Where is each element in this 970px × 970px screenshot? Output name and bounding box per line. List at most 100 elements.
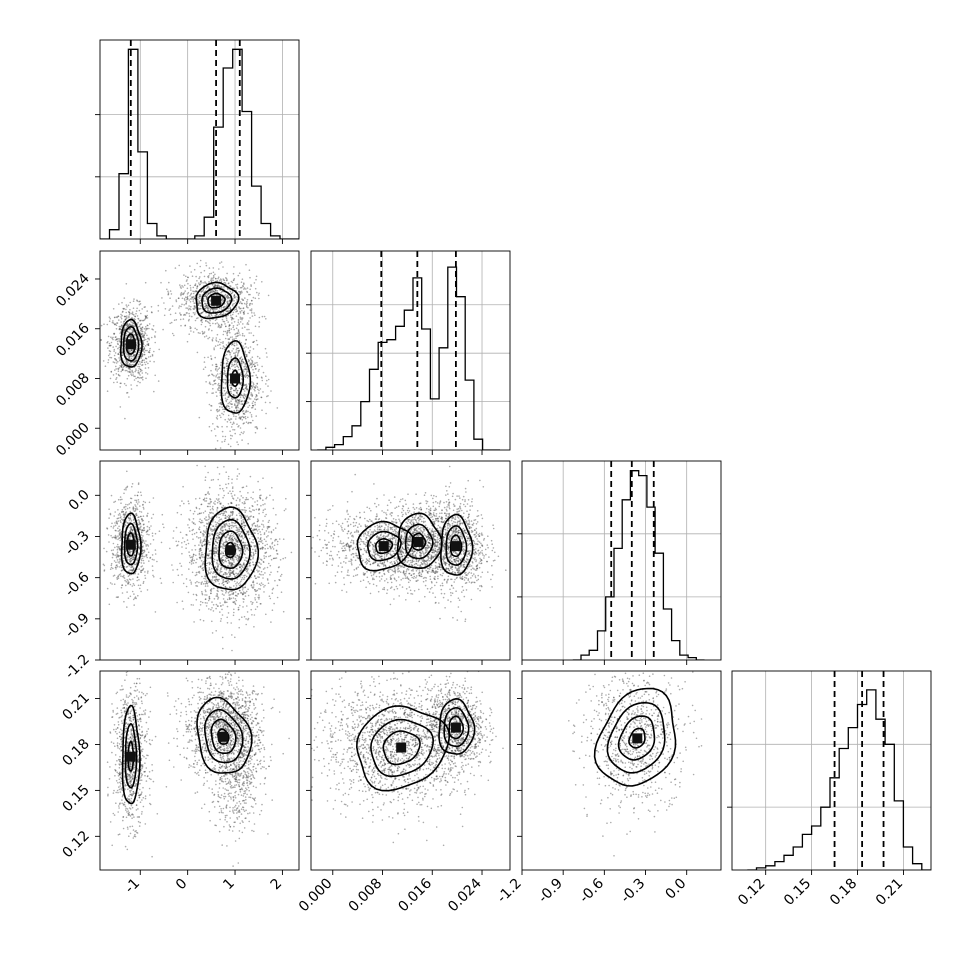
- sample-point: [212, 267, 215, 269]
- sample-point: [139, 368, 142, 371]
- sample-point: [258, 297, 260, 300]
- sample-point: [120, 363, 123, 366]
- sample-point: [204, 282, 206, 284]
- sample-point: [207, 286, 210, 288]
- sample-point: [221, 570, 223, 573]
- sample-point: [146, 530, 149, 532]
- sample-point: [132, 567, 135, 570]
- sample-point: [142, 519, 145, 522]
- sample-point: [225, 365, 228, 368]
- sample-point: [231, 343, 234, 346]
- sample-point: [136, 341, 138, 344]
- sample-point: [220, 326, 223, 328]
- sample-point: [214, 503, 216, 505]
- sample-point: [232, 571, 234, 573]
- sample-point: [124, 328, 126, 331]
- sample-point: [117, 545, 120, 548]
- sample-point: [152, 569, 154, 572]
- sample-point: [135, 310, 138, 312]
- sample-point: [243, 347, 245, 349]
- sample-point: [120, 365, 122, 368]
- sample-point: [240, 520, 243, 522]
- sample-point: [144, 345, 147, 347]
- sample-point: [125, 326, 128, 329]
- sample-point: [199, 332, 201, 335]
- sample-point: [252, 382, 255, 384]
- sample-point: [138, 309, 141, 312]
- sample-point: [208, 336, 211, 339]
- sample-point: [245, 263, 247, 266]
- sample-point: [278, 538, 281, 540]
- sample-point: [131, 369, 133, 372]
- sample-point: [123, 563, 126, 565]
- sample-point: [234, 359, 237, 361]
- sample-point: [242, 509, 244, 511]
- sample-point: [131, 363, 133, 366]
- sample-point: [276, 407, 279, 409]
- sample-point: [214, 322, 217, 325]
- sample-point: [224, 585, 227, 588]
- sample-point: [204, 598, 207, 601]
- sample-point: [130, 569, 132, 572]
- sample-point: [129, 529, 132, 532]
- sample-point: [216, 568, 218, 571]
- sample-point: [115, 520, 118, 523]
- sample-point: [222, 581, 225, 583]
- sample-point: [125, 581, 128, 583]
- contour-level-1: [122, 325, 140, 362]
- sample-point: [116, 343, 119, 345]
- sample-point: [276, 584, 279, 587]
- sample-point: [285, 497, 287, 500]
- sample-point: [182, 318, 185, 320]
- sample-point: [118, 512, 121, 515]
- sample-point: [126, 316, 128, 319]
- sample-point: [119, 531, 122, 534]
- sample-point: [137, 370, 140, 372]
- sample-point: [139, 571, 142, 573]
- sample-point: [207, 329, 210, 331]
- sample-point: [146, 589, 149, 591]
- sample-point: [117, 575, 119, 578]
- sample-point: [241, 358, 243, 361]
- sample-point: [124, 579, 126, 582]
- sample-point: [121, 314, 123, 317]
- sample-point: [133, 375, 135, 378]
- sample-point: [130, 349, 133, 352]
- sample-point: [141, 376, 144, 378]
- sample-point: [255, 339, 258, 342]
- sample-point: [252, 557, 254, 560]
- sample-point: [219, 447, 222, 449]
- sample-point: [133, 532, 136, 535]
- sample-point: [198, 548, 201, 551]
- sample-point: [264, 427, 267, 430]
- sample-point: [200, 290, 203, 292]
- sample-point: [240, 400, 242, 403]
- sample-point: [208, 425, 211, 428]
- sample-point: [231, 541, 234, 543]
- sample-point: [126, 353, 128, 355]
- sample-point: [219, 406, 221, 408]
- sample-point: [252, 341, 254, 344]
- sample-point: [264, 515, 266, 518]
- sample-point: [234, 360, 237, 363]
- sample-point: [138, 546, 140, 549]
- sample-point: [108, 353, 111, 355]
- sample-point: [143, 347, 146, 349]
- sample-point: [212, 423, 214, 425]
- sample-point: [239, 312, 242, 314]
- sample-point: [251, 299, 253, 302]
- sample-point: [206, 306, 208, 309]
- sample-point: [230, 564, 232, 566]
- sample-point: [239, 514, 241, 517]
- sample-point: [123, 506, 126, 508]
- sample-point: [235, 407, 237, 409]
- sample-point: [131, 312, 133, 315]
- sample-point: [246, 566, 249, 568]
- sample-point: [226, 523, 228, 526]
- sample-point: [200, 312, 203, 314]
- sample-point: [127, 583, 129, 585]
- sample-point: [226, 404, 228, 407]
- sample-point: [184, 324, 187, 327]
- sample-point: [141, 333, 143, 336]
- sample-point: [127, 310, 130, 313]
